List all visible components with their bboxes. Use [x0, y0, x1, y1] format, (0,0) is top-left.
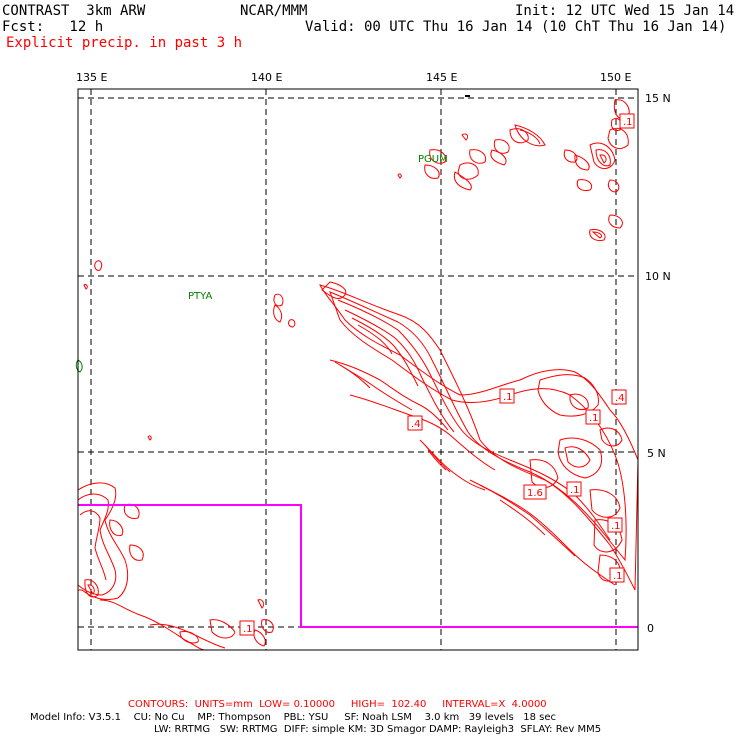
station-label-pgum: PGUM: [418, 154, 448, 165]
lat-label-0: 0: [647, 622, 654, 635]
contour-label: .1: [589, 413, 599, 424]
contour-info: CONTOURS: UNITS=mm LOW= 0.10000 HIGH= 10…: [128, 699, 547, 710]
model-title: CONTRAST 3km ARW: [2, 3, 146, 19]
contour-label: 1.6: [527, 488, 543, 499]
model-info-line-2: LW: RRTMG SW: RRTMG DIFF: simple KM: 3D …: [154, 724, 602, 735]
lat-label-5n: 5 N: [647, 447, 666, 460]
map-frame: [77, 88, 639, 651]
lon-label-150: 150 E: [600, 71, 631, 84]
lon-label-145: 145 E: [426, 71, 457, 84]
model-info-line-1: Model Info: V3.5.1 CU: No Cu MP: Thompso…: [30, 712, 556, 723]
forecast-hour: Fcst: 12 h: [2, 19, 104, 35]
contour-label: .4: [615, 393, 625, 404]
contour-label: .1: [611, 521, 621, 532]
organization: NCAR/MMM: [240, 3, 308, 19]
contour-label: .4: [411, 419, 421, 430]
nested-domain-boundary: [78, 504, 638, 628]
contour-label: .1: [503, 392, 513, 403]
field-name: Explicit precip. in past 3 h: [6, 35, 243, 51]
station-label-ptya: PTYA: [188, 291, 212, 302]
coastline-fragment: [75, 359, 83, 373]
contour-label: .1: [243, 624, 253, 635]
contour-label: .1: [613, 571, 623, 582]
init-time: Init: 12 UTC Wed 15 Jan 14: [515, 3, 735, 19]
lon-label-135: 135 E: [76, 71, 107, 84]
contour-label: .1: [570, 485, 580, 496]
lon-label-140: 140 E: [251, 71, 282, 84]
lat-label-15n: 15 N: [645, 92, 671, 105]
valid-time: Valid: 00 UTC Thu 16 Jan 14 (10 ChT Thu …: [305, 19, 727, 35]
contour-label: .1: [623, 117, 633, 128]
precip-contours: [77, 99, 639, 651]
lat-label-10n: 10 N: [645, 270, 671, 283]
contour-label-group: .1 .1 .4 .1 .4 1.6 .1 .1 .1 .1: [239, 113, 635, 636]
